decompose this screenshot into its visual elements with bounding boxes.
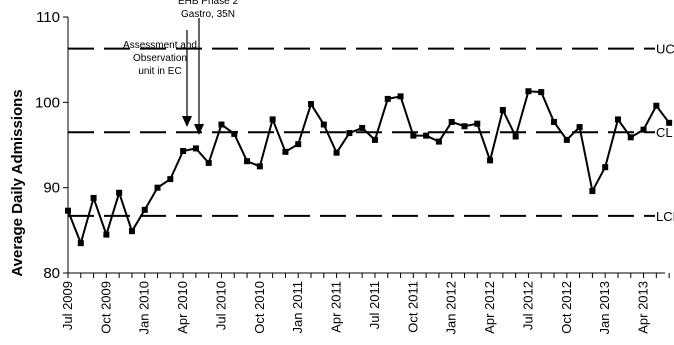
data-point [192,145,199,152]
data-point [589,188,596,195]
data-point [614,116,621,123]
data-point [65,207,71,214]
annotation-ehb-text: EHB Phase 2 [178,0,238,7]
x-tick-label: Jan 2010 [137,281,152,335]
series-average-daily-admissions [65,88,673,247]
data-point [77,240,84,247]
data-point [627,134,634,141]
data-point [435,138,442,145]
data-point [256,163,263,170]
x-tick-label: Jul 2011 [367,281,382,329]
y-tick-label: 90 [43,180,60,197]
x-tick-label: Jul 2012 [520,281,535,330]
axes: 80 90 100 110 Jul 2009 Oct 2009 Jan 2010 Apr 20… [35,9,674,335]
x-tick-label: Apr 2013 [636,281,651,334]
data-point [90,194,97,201]
x-tick-label: Oct 2009 [98,281,113,334]
data-point [141,206,148,213]
data-point [563,136,570,143]
data-point [640,126,647,133]
data-point [103,231,110,238]
data-point [499,107,506,114]
x-tick-label: Apr 2010 [175,281,190,334]
data-point [551,118,558,125]
x-tick-label: Oct 2011 [405,281,420,333]
annotation-ehb-arrowhead [194,124,204,135]
data-point [154,184,161,191]
annotation-assessment-text: unit in EC [138,66,181,77]
data-point [320,121,327,128]
data-point [461,123,468,130]
data-point [576,124,583,131]
x-tick-label: Jul 2010 [213,281,228,330]
data-point [128,228,135,235]
ucl-label: UCL [656,42,674,57]
data-point [231,130,238,137]
annotation-ehb-text: Gastro, 35N [181,9,235,20]
data-point [371,136,378,143]
data-point [346,130,353,137]
y-axis-label: Average Daily Admissions [9,89,26,276]
control-limit-lines: UCL CL LCL [68,42,674,224]
data-point [269,116,276,123]
annotation-assessment-text: Assessment and [123,40,197,51]
series-line [67,90,670,247]
data-point [359,124,366,131]
x-tick-label: Oct 2012 [559,281,574,334]
y-tick-label: 100 [35,94,60,111]
data-point [180,147,187,154]
lcl-label: LCL [656,209,674,224]
data-point [244,158,251,165]
y-tick-label: 80 [43,265,60,282]
x-tick-label: Oct 2010 [252,281,267,334]
x-tick-label: Apr 2011 [329,281,344,333]
data-point [397,93,404,100]
data-point [448,118,455,125]
data-point [218,121,225,128]
data-point [487,157,494,164]
x-tick-label: Jan 2011 [290,281,305,334]
data-point [653,102,660,109]
data-point [666,119,673,126]
data-point [538,89,545,96]
annotations: Assessment and Observation unit in EC EHB P… [123,0,238,135]
data-point [167,176,174,183]
data-point [410,132,417,139]
data-point [384,95,391,102]
data-point [333,149,340,156]
data-point [308,101,315,108]
data-point [116,189,123,196]
annotation-assessment-arrowhead [182,116,192,127]
data-point [423,132,430,139]
data-point [295,141,302,148]
cl-label: CL [656,125,673,140]
data-point [602,164,609,171]
x-tick-label: Apr 2012 [482,281,497,334]
x-tick-label: Jan 2013 [597,281,612,335]
x-tick-label: Jul 2009 [60,281,75,330]
data-point [282,148,289,155]
annotation-assessment-text: Observation [133,53,187,64]
data-point [525,88,532,95]
x-tick-label: Jan 2012 [444,281,459,335]
data-point [512,133,519,140]
data-point [474,120,481,127]
data-point [205,159,212,166]
y-tick-label: 110 [36,9,60,26]
